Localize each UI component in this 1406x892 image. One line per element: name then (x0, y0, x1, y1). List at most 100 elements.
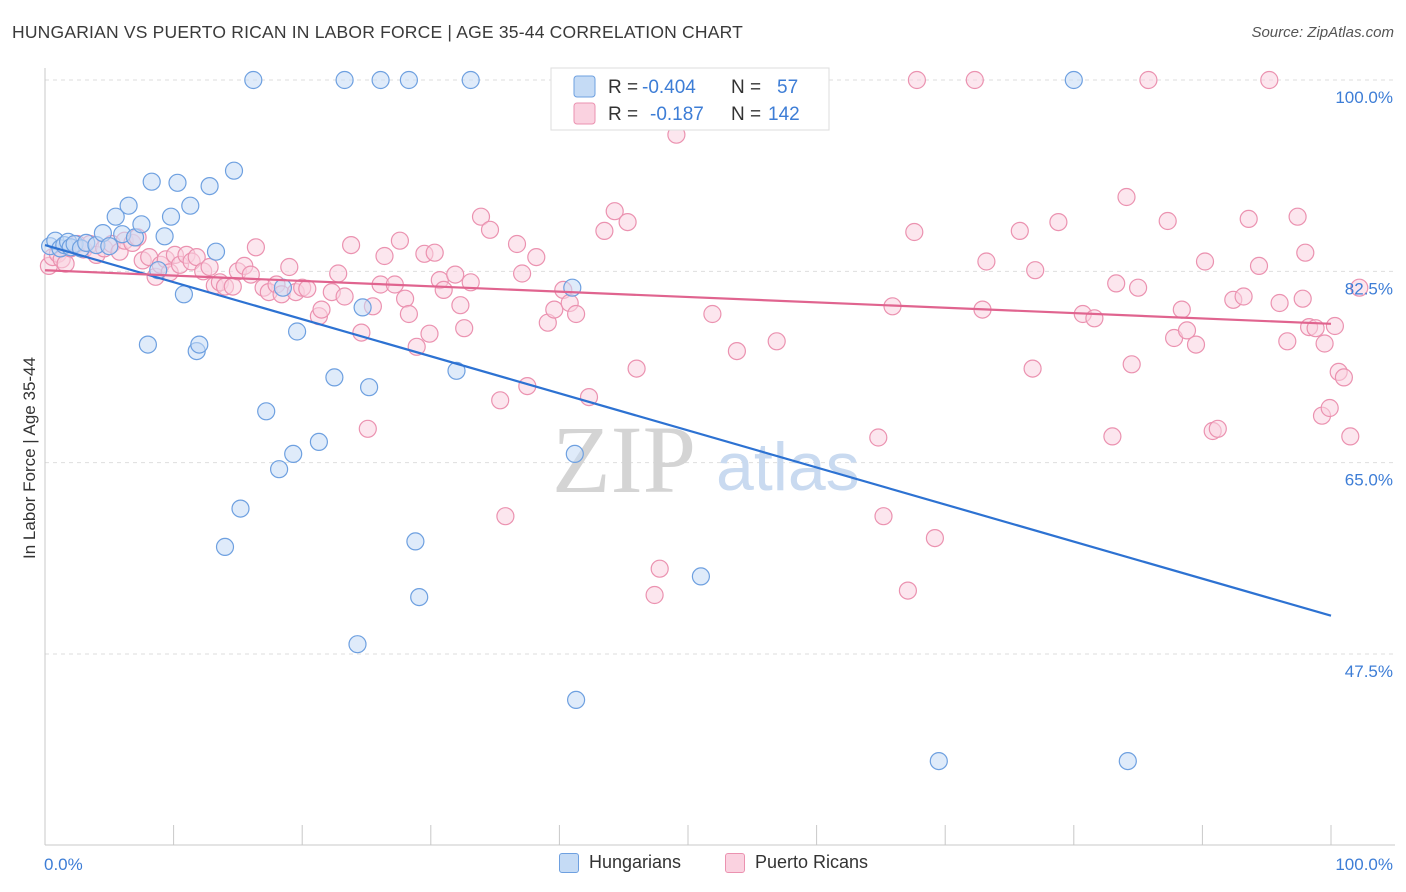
legend-r-value-1: -0.404 (642, 77, 696, 98)
point-puerto-ricans-35 (241, 265, 260, 284)
legend-swatch-puerto-ricans (573, 102, 596, 125)
legend-n-value-2: 142 (768, 104, 800, 125)
legend-n-label-2: N = (731, 104, 761, 125)
point-hungarians-52 (563, 278, 582, 297)
y-tick-label-2: 65.0% (1345, 471, 1393, 490)
point-hungarians-44 (371, 70, 390, 90)
point-hungarians-37 (288, 322, 307, 341)
point-puerto-ricans-103 (925, 528, 945, 548)
point-puerto-ricans-59 (399, 304, 418, 324)
point-hungarians-39 (325, 368, 344, 387)
point-hungarians-53 (691, 567, 711, 586)
point-puerto-ricans-75 (512, 264, 532, 283)
point-puerto-ricans-62 (420, 324, 439, 343)
point-puerto-ricans-77 (527, 248, 546, 267)
point-puerto-ricans-69 (461, 273, 480, 292)
legend-n-label-1: N = (731, 77, 761, 98)
point-hungarians-47 (410, 587, 429, 607)
series-legend: Hungarians Puerto Ricans (0, 852, 1406, 878)
tick-labels: 100.0% 82.5% 65.0% 47.5% 0.0% 100.0% (44, 88, 1393, 874)
point-hungarians-11 (100, 237, 119, 256)
point-puerto-ricans-97 (869, 428, 888, 447)
watermark-atlas: atlas (716, 429, 860, 505)
chart-title: HUNGARIAN VS PUERTO RICAN IN LABOR FORCE… (12, 22, 744, 42)
point-puerto-ricans-131 (1260, 70, 1279, 90)
point-puerto-ricans-122 (1177, 321, 1197, 340)
point-puerto-ricans-144 (1334, 368, 1354, 387)
point-puerto-ricans-141 (1320, 398, 1339, 418)
point-puerto-ricans-124 (1195, 252, 1215, 271)
point-puerto-ricans-71 (480, 220, 500, 239)
point-hungarians-24 (181, 196, 200, 215)
point-puerto-ricans-44 (298, 279, 317, 298)
point-hungarians-27 (200, 177, 219, 196)
point-hungarians-20 (155, 227, 174, 246)
point-hungarians-16 (132, 215, 151, 234)
point-puerto-ricans-48 (329, 264, 348, 283)
point-puerto-ricans-136 (1296, 243, 1315, 262)
hungarians-swatch (559, 852, 579, 873)
point-puerto-ricans-142 (1325, 316, 1345, 336)
legend-item-puerto-ricans[interactable]: Puerto Ricans (725, 852, 868, 873)
point-puerto-ricans-121 (1172, 300, 1191, 319)
point-hungarians-49 (461, 70, 480, 90)
point-hungarians-33 (257, 402, 276, 421)
watermark: ZIP atlas (552, 406, 860, 513)
hungarians-label: Hungarians (589, 852, 682, 872)
point-puerto-ricans-32 (223, 277, 242, 296)
point-puerto-ricans-84 (595, 221, 614, 240)
point-hungarians-31 (231, 499, 250, 518)
point-puerto-ricans-109 (1026, 261, 1045, 280)
legend-n-value-1: 57 (777, 77, 798, 98)
y-tick-label-1: 82.5% (1345, 279, 1393, 298)
legend-box (550, 67, 830, 131)
puerto-ricans-swatch (725, 852, 745, 873)
point-puerto-ricans-146 (1350, 278, 1369, 297)
point-puerto-ricans-52 (358, 419, 377, 438)
point-puerto-ricans-89 (650, 559, 669, 578)
point-hungarians-14 (119, 196, 138, 215)
point-hungarians-21 (161, 207, 181, 226)
point-puerto-ricans-130 (1249, 256, 1269, 275)
point-puerto-ricans-68 (455, 319, 474, 338)
point-puerto-ricans-86 (618, 213, 637, 232)
point-hungarians-30 (224, 161, 244, 180)
point-puerto-ricans-87 (627, 359, 646, 378)
point-hungarians-38 (309, 432, 328, 451)
point-puerto-ricans-36 (246, 238, 265, 257)
puerto-ricans-label: Puerto Ricans (755, 852, 869, 872)
point-hungarians-17 (138, 335, 157, 354)
point-puerto-ricans-129 (1239, 209, 1258, 228)
point-puerto-ricans-101 (905, 222, 924, 242)
point-puerto-ricans-113 (1103, 427, 1122, 446)
point-hungarians-42 (353, 298, 372, 317)
point-puerto-ricans-66 (446, 265, 465, 284)
point-puerto-ricans-79 (545, 300, 564, 319)
y-tick-label-0: 100.0% (1335, 88, 1393, 107)
point-hungarians-26 (190, 335, 209, 354)
x-tick-label-1: 100.0% (1335, 855, 1393, 874)
point-puerto-ricans-100 (898, 581, 918, 600)
trend-line-puerto-ricans (44, 269, 1332, 325)
point-hungarians-43 (360, 378, 379, 397)
point-hungarians-18 (142, 172, 161, 191)
y-tick-label-3: 47.5% (1345, 662, 1393, 681)
series-puerto-ricans (39, 70, 1369, 605)
point-puerto-ricans-85 (605, 202, 624, 221)
point-puerto-ricans-92 (703, 304, 722, 324)
point-puerto-ricans-117 (1128, 278, 1148, 297)
point-hungarians-12 (106, 207, 125, 226)
point-hungarians-48 (447, 361, 466, 380)
legend-r-label-1: R = (608, 77, 638, 98)
trend-line-hungarians (44, 244, 1332, 617)
point-puerto-ricans-104 (965, 70, 984, 90)
point-hungarians-22 (168, 173, 187, 192)
point-puerto-ricans-73 (496, 507, 515, 526)
legend: R = -0.404 N = 57 R = -0.187 N = 142 (550, 67, 830, 131)
point-hungarians-45 (399, 70, 418, 90)
point-hungarians-55 (929, 751, 948, 771)
point-hungarians-28 (206, 242, 226, 261)
point-puerto-ricans-74 (507, 234, 527, 254)
legend-item-hungarians[interactable]: Hungarians (559, 852, 681, 873)
point-puerto-ricans-140 (1315, 334, 1334, 353)
